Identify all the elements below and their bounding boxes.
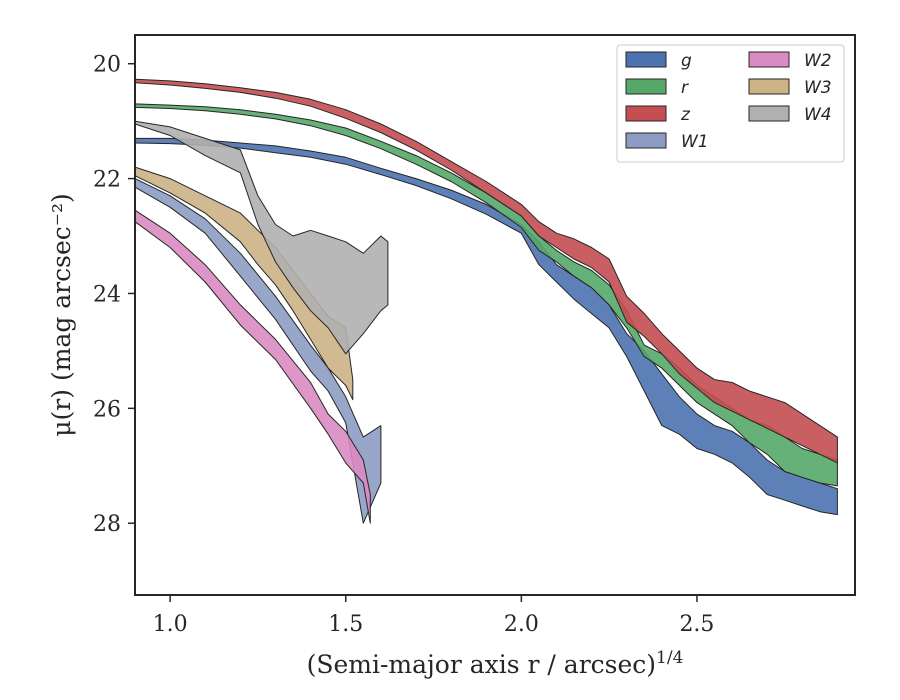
legend-swatch-r xyxy=(625,78,667,95)
band-w3 xyxy=(134,166,354,401)
y-axis-label: μ(r) (mag arcsec⁻²) xyxy=(47,193,76,436)
legend-label-w3: W3 xyxy=(804,78,832,98)
legend-swatch-w4 xyxy=(748,105,790,122)
x-tick-label: 1.0 xyxy=(153,612,188,637)
legend-label-z: z xyxy=(680,105,691,125)
legend-label-w1: W1 xyxy=(681,132,709,152)
legend-label-g: g xyxy=(681,51,692,71)
y-tick-label: 26 xyxy=(93,397,121,422)
legend-swatch-z xyxy=(625,105,667,122)
x-axis-label: (Semi-major axis r / arcsec)1/4 xyxy=(307,648,684,679)
band-w2 xyxy=(134,209,371,524)
legend-swatch-w1 xyxy=(625,132,667,149)
y-tick-label: 24 xyxy=(93,282,121,307)
legend-label-r: r xyxy=(681,78,689,98)
series-bands xyxy=(134,78,838,524)
x-tick-label: 2.0 xyxy=(504,612,539,637)
y-tick-label: 22 xyxy=(93,168,121,193)
band-w1 xyxy=(134,178,382,524)
plot-frame xyxy=(134,34,856,596)
legend-swatch-w3 xyxy=(748,78,790,95)
x-tick-label: 1.5 xyxy=(328,612,363,637)
x-axis-label-exponent: 1/4 xyxy=(656,648,683,668)
legend-label-w2: W2 xyxy=(804,51,832,71)
band-w4 xyxy=(134,120,389,355)
legend-swatch-w2 xyxy=(748,51,790,68)
axes: 1.0 1.5 2.0 2.5 20 22 24 26 28 xyxy=(93,53,714,637)
x-axis-label-text: (Semi-major axis r / arcsec) xyxy=(307,650,656,679)
band-g xyxy=(134,137,838,516)
legend-swatch-g xyxy=(625,51,667,68)
band-z xyxy=(134,78,838,464)
legend-frame xyxy=(616,44,845,163)
legend-label-w4: W4 xyxy=(804,105,832,125)
y-tick-label: 20 xyxy=(93,53,121,78)
y-tick-label: 28 xyxy=(93,512,121,537)
legend: grz W1 W2 W3 W4 xyxy=(616,44,845,163)
x-tick-label: 2.5 xyxy=(679,612,714,637)
